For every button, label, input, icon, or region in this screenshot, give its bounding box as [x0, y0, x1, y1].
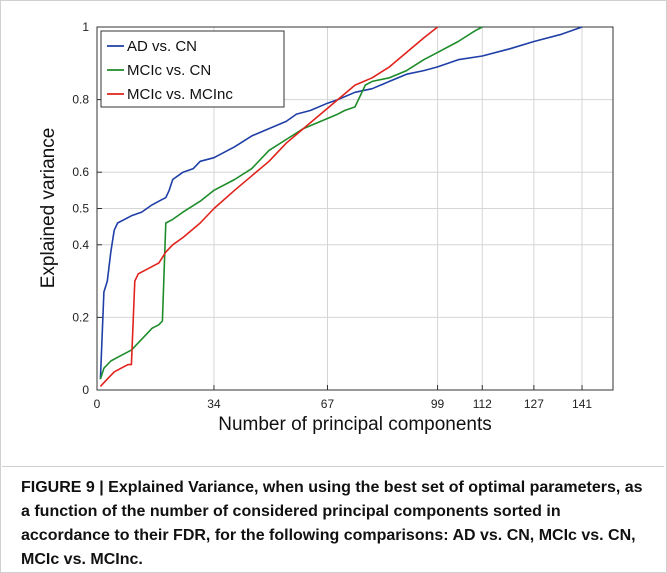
y-tick-label: 0.8	[72, 93, 89, 107]
y-tick-label: 0.4	[72, 238, 89, 252]
x-tick-label: 112	[473, 397, 492, 411]
figure-caption: FIGURE 9 | Explained Variance, when usin…	[21, 479, 643, 568]
series-line-2	[99, 26, 483, 380]
y-tick-label: 0.6	[72, 165, 89, 179]
x-tick-label: 141	[572, 397, 592, 411]
x-tick-label: 67	[321, 397, 335, 411]
x-axis-title: Number of principal components	[218, 414, 492, 435]
series-layer	[99, 26, 583, 387]
x-tick-label: 34	[207, 397, 221, 411]
x-tick-label: 0	[94, 397, 101, 411]
x-tick-label: 99	[431, 397, 445, 411]
y-tick-label: 0.2	[72, 310, 89, 324]
legend-label: MCIc vs. MCInc	[127, 86, 233, 103]
x-tick-label: 127	[524, 397, 544, 411]
y-tick-label: 0	[82, 383, 89, 397]
legend-box	[100, 30, 285, 108]
y-tick-label: 0.5	[72, 202, 89, 216]
legend-label: MCIc vs. CN	[127, 62, 211, 79]
series-line-1	[99, 26, 583, 380]
legend-label: AD vs. CN	[127, 38, 197, 55]
series-line-3	[99, 26, 439, 387]
caption-divider	[2, 466, 664, 467]
legend: AD vs. CN MCIc vs. CN MCIc vs. MCInc	[100, 30, 285, 108]
explained-variance-chart: 0 34 67 99 112 127 141 0 0.2 0.4 0.5 0.6 0.8 1 AD vs.…	[38, 20, 614, 435]
y-tick-label: 1	[82, 20, 89, 34]
y-axis-title: Explained variance	[38, 128, 59, 289]
tick-layer: 0 34 67 99 112 127 141 0 0.2 0.4 0.5 0.6 0.8 1	[72, 20, 592, 411]
